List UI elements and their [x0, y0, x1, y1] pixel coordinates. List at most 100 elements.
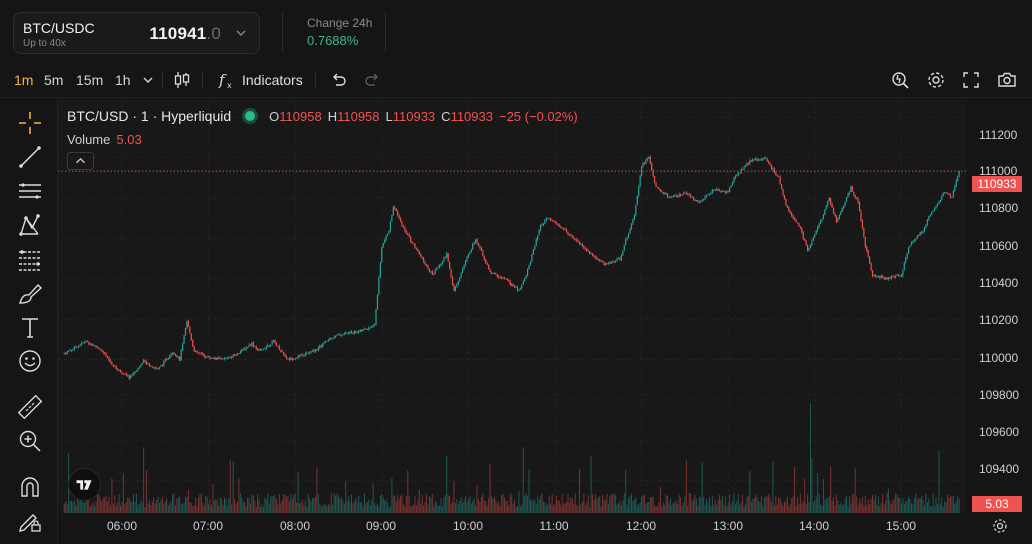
volume-bar: [519, 506, 521, 513]
volume-bar: [138, 503, 140, 513]
candle-body: [599, 259, 601, 262]
candle-body: [720, 190, 722, 193]
pattern-icon[interactable]: [17, 212, 43, 238]
volume-bar: [760, 496, 762, 513]
redo-icon[interactable]: [362, 69, 384, 91]
camera-icon[interactable]: [996, 69, 1018, 91]
candle-body: [532, 249, 534, 255]
timeframe-1m[interactable]: 1m: [14, 72, 34, 88]
candle-body: [307, 352, 309, 354]
magnet-icon[interactable]: [17, 474, 43, 500]
volume-bar: [414, 496, 416, 513]
volume-bar: [179, 496, 181, 513]
candle-body: [171, 352, 174, 354]
candle-body: [746, 163, 748, 167]
candle-body: [447, 253, 449, 262]
crosshair-icon[interactable]: [17, 110, 43, 136]
candle-body: [365, 328, 367, 330]
volume-bar: [286, 496, 288, 513]
emoji-icon[interactable]: [17, 348, 43, 374]
axis-settings-icon[interactable]: [990, 516, 1010, 536]
volume-bar: [623, 493, 625, 513]
timeframe-15m[interactable]: 15m: [76, 72, 104, 88]
volume-bar: [580, 504, 582, 513]
candle-body: [476, 239, 478, 244]
undo-icon[interactable]: [327, 69, 349, 91]
candles-icon[interactable]: [171, 69, 193, 91]
volume-bar: [691, 501, 693, 513]
volume-bar: [586, 502, 588, 513]
volume-bar: [460, 497, 462, 513]
tradingview-logo[interactable]: [68, 468, 101, 501]
volume-bar: [222, 505, 224, 513]
volume-bar: [195, 498, 197, 513]
fullscreen-icon[interactable]: [960, 69, 982, 91]
candle-body: [734, 176, 737, 179]
candle-body: [174, 354, 177, 356]
candle-body: [821, 218, 823, 222]
replay-icon[interactable]: [889, 69, 911, 91]
lock-pencil-icon[interactable]: [17, 508, 43, 534]
symbol-title: BTC/USD · 1 · Hyperliquid: [67, 108, 232, 124]
volume-bar: [695, 498, 697, 513]
volume-bar: [879, 506, 881, 513]
volume-bar: [495, 499, 497, 513]
candle-body: [896, 274, 898, 276]
candle-body: [727, 191, 729, 193]
text-icon[interactable]: [17, 314, 43, 340]
volume-bar: [374, 503, 376, 513]
price-axis[interactable]: 111200 111000 110800 110600 110400 11020…: [966, 99, 1032, 513]
volume-bar: [521, 504, 523, 513]
volume-bar: [620, 505, 622, 513]
candle-body: [766, 158, 768, 162]
volume-bar: [476, 485, 478, 513]
candle-body: [210, 358, 213, 360]
candle-body: [356, 332, 358, 334]
candle-body: [806, 244, 809, 251]
gear-icon[interactable]: [925, 69, 947, 91]
volume-bar: [603, 499, 605, 513]
candle-body: [753, 159, 755, 161]
candle-body: [899, 275, 901, 277]
chevron-down-icon[interactable]: [235, 27, 247, 39]
volume-bar: [332, 504, 334, 513]
volume-bar: [954, 503, 956, 513]
candle-body: [768, 161, 770, 163]
time-axis[interactable]: 06:00 07:00 08:00 09:00 10:00 11:00 12:0…: [58, 513, 966, 544]
volume-bar: [833, 497, 835, 513]
candle-body: [539, 224, 542, 230]
brush-icon[interactable]: [17, 280, 43, 306]
volume-bar: [490, 495, 492, 513]
volume-bar: [365, 503, 367, 513]
fx-icon[interactable]: f x: [216, 69, 238, 91]
timeframe-5m[interactable]: 5m: [44, 72, 64, 88]
zoom-in-icon[interactable]: [17, 428, 43, 454]
volume-bar: [805, 503, 807, 513]
candle-body: [394, 207, 396, 209]
volume-bar: [83, 502, 85, 513]
volume-bar: [711, 495, 713, 513]
volume-bar: [339, 498, 341, 513]
candle-body: [345, 332, 347, 334]
candle-body: [386, 233, 389, 236]
trendline-icon[interactable]: [17, 144, 43, 170]
volume-bar: [822, 478, 824, 513]
pair-selector[interactable]: BTC/USDC Up to 40x 110941.0: [13, 12, 260, 54]
candle-body: [717, 188, 719, 191]
volume-bar: [283, 494, 285, 513]
candle-body: [311, 350, 314, 352]
fib-icon[interactable]: [17, 246, 43, 272]
horizontal-lines-icon[interactable]: [17, 178, 43, 204]
volume-bar: [278, 493, 280, 513]
ruler-icon[interactable]: [17, 394, 43, 420]
chevron-down-icon[interactable]: [137, 69, 159, 91]
volume-bar: [215, 498, 217, 513]
candle-body: [153, 367, 155, 369]
indicators-button[interactable]: Indicators: [242, 72, 303, 88]
timeframe-1h[interactable]: 1h: [115, 72, 131, 88]
volume-bar: [665, 494, 667, 513]
collapse-legend-button[interactable]: [67, 152, 94, 170]
candle-body: [809, 244, 812, 249]
chart-pane[interactable]: BTC/USD · 1 · Hyperliquid O110958 H110958 L…: [58, 99, 966, 513]
price-chart[interactable]: [58, 99, 966, 513]
